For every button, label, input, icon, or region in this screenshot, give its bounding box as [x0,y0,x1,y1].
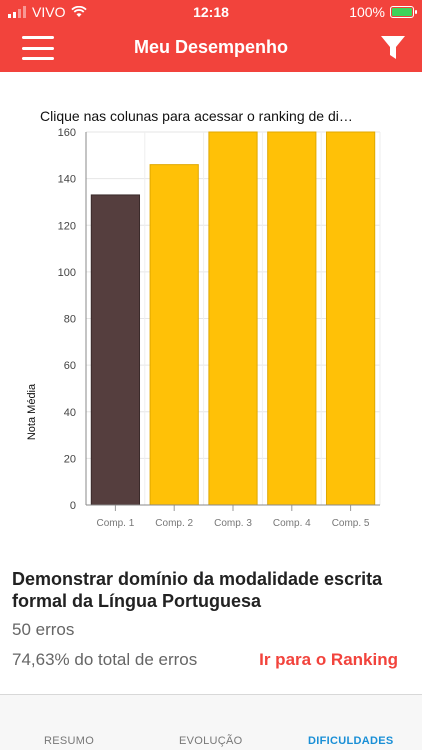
tab-evolucao[interactable]: EVOLUÇÃO [179,735,243,747]
error-count: 50 erros [12,620,75,639]
y-tick-label: 60 [64,360,76,372]
x-tick-label: Comp. 3 [214,518,252,529]
y-tick-label: 160 [58,127,76,139]
hamburger-menu-icon[interactable] [22,36,54,60]
status-left: VIVO [8,4,88,20]
tab-bar: RESUMO EVOLUÇÃO DIFICULDADES [0,694,422,750]
status-right: 100% [349,4,417,20]
bar-1[interactable] [90,194,141,506]
x-tick-label: Comp. 2 [155,518,193,529]
detail-row: 74,63% do total de erros Ir para o Ranki… [12,650,412,670]
battery-percent: 100% [349,4,385,20]
y-tick-label: 120 [58,220,76,232]
y-tick-label: 140 [58,174,76,186]
x-tick-label: Comp. 5 [332,518,370,529]
filter-icon[interactable] [380,34,406,62]
nav-bar: Meu Desempenho [0,24,422,72]
status-time: 12:18 [193,4,229,20]
carrier-label: VIVO [32,4,66,20]
y-tick-label: 40 [64,407,76,419]
y-tick-label: 100 [58,267,76,279]
chart-title: Clique nas colunas para acessar o rankin… [40,108,353,124]
bar-4[interactable] [267,131,317,506]
bar-2[interactable] [149,164,199,506]
wifi-icon [71,6,88,17]
tab-resumo[interactable]: RESUMO [44,735,95,747]
battery-icon [390,6,417,18]
y-tick-label: 0 [70,500,76,512]
ranking-link[interactable]: Ir para o Ranking [259,650,398,669]
x-tick-label: Comp. 1 [97,518,135,529]
status-bar: VIVO 12:18 100% [0,0,422,24]
page-title: Meu Desempenho [133,37,289,57]
detail-panel: Demonstrar domínio da modalidade escrita… [12,568,412,670]
chart-area: Clique nas colunas para acessar o rankin… [0,72,422,542]
error-percent: 74,63% do total de erros [12,650,198,669]
competency-title: Demonstrar domínio da modalidade escrita… [12,569,383,611]
x-tick-label: Comp. 4 [273,518,311,529]
y-tick-label: 80 [64,314,76,326]
y-tick-label: 20 [64,453,76,465]
tab-dificuldades[interactable]: DIFICULDADES [308,735,394,747]
bar-5[interactable] [325,131,376,506]
bar-chart: 0 20 40 60 80 100 120 140 160 Comp. 1 Comp. 2 Comp.… [58,127,381,529]
bar-3[interactable] [208,131,258,506]
signal-icon [8,6,26,18]
